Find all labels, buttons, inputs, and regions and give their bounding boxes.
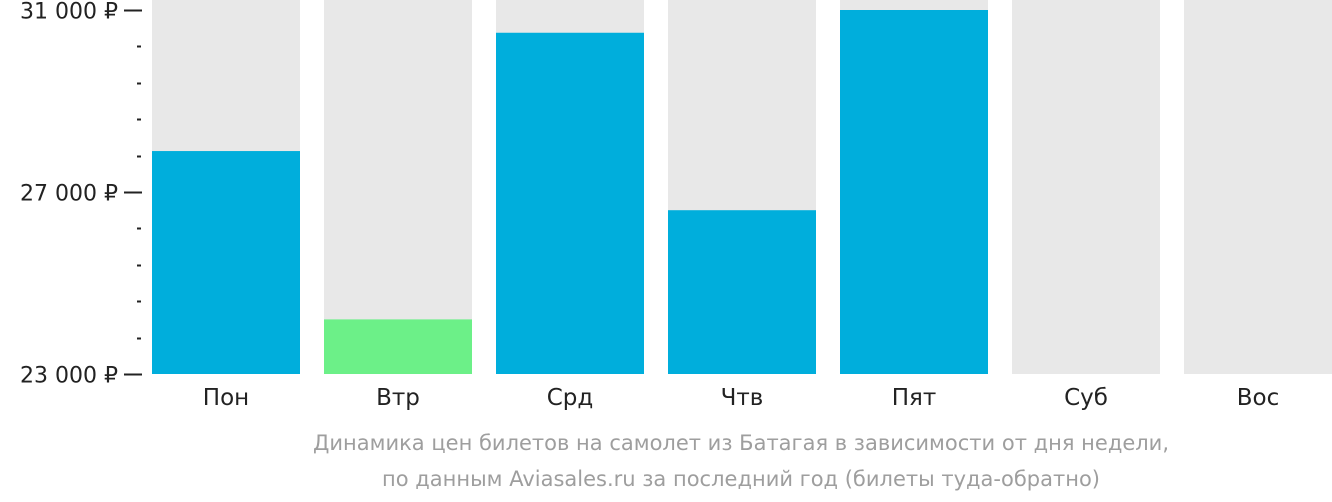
x-tick-label-2: Втр xyxy=(376,385,420,411)
x-tick-label-1: Пон xyxy=(203,385,249,411)
chart: Пон Втр Срд Чтв Пят Суб Вос 23 000 ₽ 27 000 ₽ 31 … xyxy=(20,0,1332,411)
chart-caption-line-1: Динамика цен билетов на самолет из Батаг… xyxy=(312,431,1170,455)
bar-1 xyxy=(152,151,300,374)
x-tick-label-7: Вос xyxy=(1237,385,1280,411)
bar-4 xyxy=(668,210,816,374)
y-tick-label-3: 31 000 ₽ xyxy=(20,0,118,25)
chart-caption-line-2: по данным Aviasales.ru за последний год … xyxy=(382,467,1100,491)
x-tick-label-4: Чтв xyxy=(721,385,764,411)
bar-3 xyxy=(496,32,644,374)
x-tick-label-6: Суб xyxy=(1064,385,1108,411)
x-tick-label-5: Пят xyxy=(892,385,937,411)
bar-background-7 xyxy=(1184,0,1332,374)
bar-2 xyxy=(324,319,472,374)
x-tick-label-3: Срд xyxy=(547,385,594,411)
y-tick-label-2: 27 000 ₽ xyxy=(20,182,118,207)
bar-background-6 xyxy=(1012,0,1160,374)
y-tick-label-1: 23 000 ₽ xyxy=(20,364,118,389)
bar-background-2 xyxy=(324,0,472,374)
bar-5 xyxy=(840,10,988,374)
